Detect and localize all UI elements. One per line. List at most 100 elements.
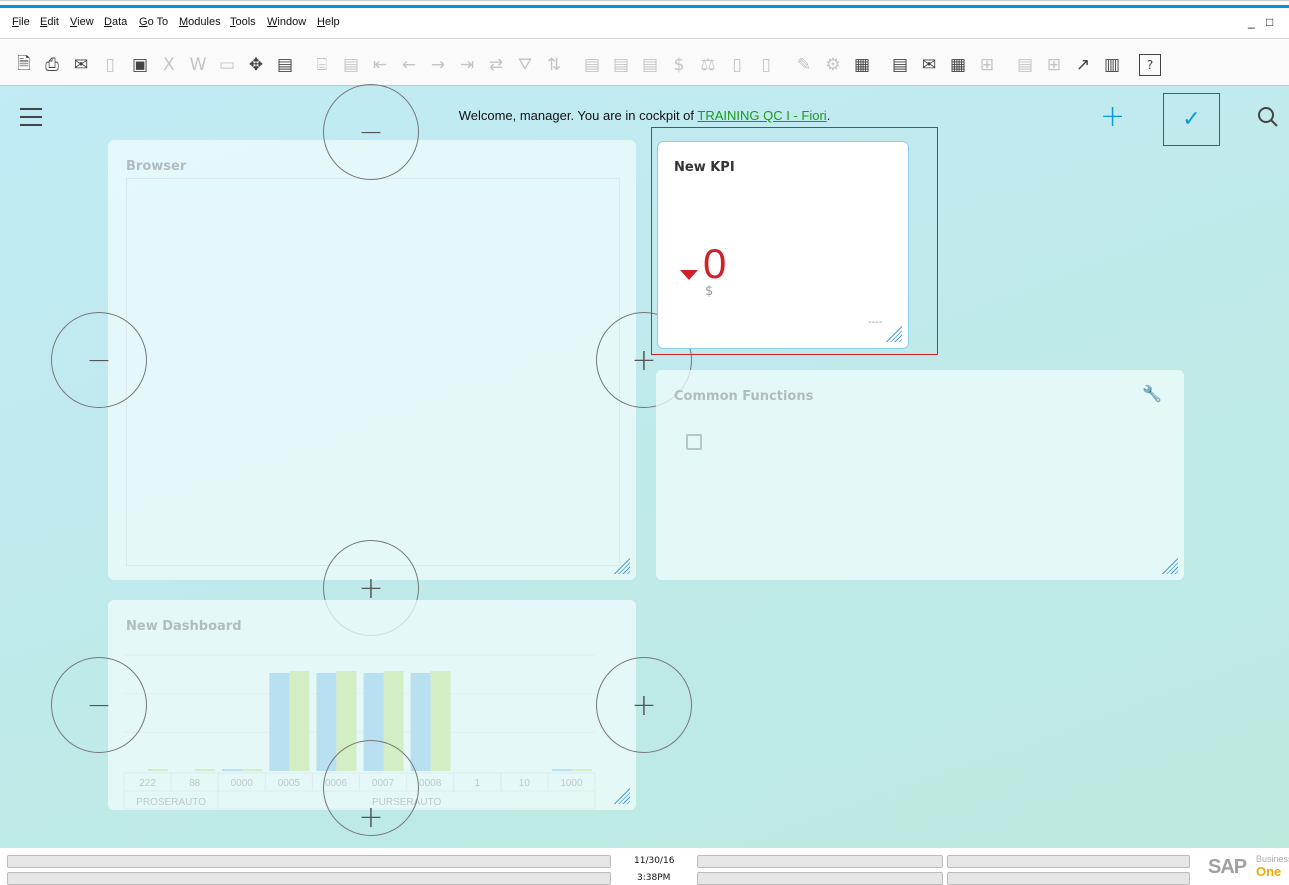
gross-profit-icon[interactable]: ▯ (732, 55, 742, 75)
status-bar: 11/30/16 3:38PM SAP Business One (0, 848, 1289, 885)
welcome-message: Welcome, manager. You are in cockpit of … (0, 108, 1289, 123)
browser-content (126, 178, 620, 566)
last-record-icon[interactable]: ⇥ (459, 55, 475, 75)
query-icon[interactable]: ▦ (853, 55, 871, 75)
status-field (7, 855, 611, 868)
bar (289, 671, 310, 771)
menu-view[interactable]: View (70, 16, 94, 28)
messages-icon[interactable]: ✉ (921, 55, 937, 75)
relationship-map-icon[interactable]: ⊞ (979, 55, 995, 75)
base-document-icon[interactable]: ▤ (583, 55, 601, 75)
menu-hamburger-icon[interactable] (20, 108, 42, 126)
shrink-up-button[interactable]: − (323, 84, 419, 180)
bar (316, 673, 337, 771)
x-tick-label: 88 (189, 778, 201, 789)
add-widget-icon[interactable]: + (1100, 99, 1126, 134)
move-icon[interactable]: ✥ (248, 55, 264, 75)
tile-title: Browser (126, 159, 187, 174)
minimize-button[interactable]: _ (1248, 15, 1255, 29)
transaction-journal-icon[interactable]: ▯ (761, 55, 771, 75)
first-record-icon[interactable]: ⇤ (372, 55, 388, 75)
status-field (947, 872, 1190, 885)
menu-edit[interactable]: Edit (40, 16, 59, 28)
search-icon[interactable] (1257, 106, 1279, 128)
menu-data[interactable]: Data (104, 16, 128, 28)
business-partner-icon[interactable] (686, 434, 702, 450)
x-tick-label: 1 (474, 778, 480, 789)
menu-bar: File Edit View Data Go To Modules Tools … (0, 9, 1289, 39)
tile-title: Common Functions (674, 389, 814, 404)
status-time: 3:38PM (637, 873, 671, 883)
resize-handle[interactable] (1160, 556, 1178, 574)
sap-logo-business: Business (1256, 854, 1289, 864)
kpi-tile[interactable]: New KPI 0 $ ---- (657, 141, 909, 349)
x-tick-label: 0000 (231, 778, 254, 789)
x-tick-label: 1000 (560, 778, 583, 789)
trend-icon[interactable]: ↗ (1075, 55, 1091, 75)
window-title-bar (0, 0, 1289, 8)
payment-icon[interactable]: ▤ (641, 55, 659, 75)
status-field (697, 872, 943, 885)
status-field (697, 855, 943, 868)
selected-tile-frame (651, 127, 938, 355)
common-functions-tile: Common Functions 🔧 (656, 370, 1184, 580)
fax-icon[interactable]: ▣ (131, 55, 149, 75)
previous-record-icon[interactable]: ← (401, 55, 417, 75)
x-tick-label: 222 (139, 778, 156, 789)
expand-down-button[interactable]: + (323, 740, 419, 836)
expand-right-button[interactable]: + (596, 657, 692, 753)
report-icon[interactable]: ▥ (1103, 55, 1121, 75)
x-tick-label: 10 (519, 778, 531, 789)
welcome-suffix: . (826, 108, 831, 123)
preview-icon[interactable]: 🗎 (17, 53, 31, 74)
menu-window[interactable]: Window (267, 16, 307, 28)
expand-right-button[interactable]: + (596, 312, 692, 408)
help-icon[interactable]: ? (1139, 54, 1161, 76)
bar (222, 769, 243, 771)
menu-help[interactable]: Help (317, 16, 340, 28)
wrench-icon[interactable]: 🔧 (1142, 384, 1162, 403)
edit-icon[interactable]: ✎ (796, 55, 812, 75)
pdf-icon[interactable]: ▭ (218, 55, 236, 75)
trend-down-icon (680, 270, 698, 280)
shrink-left-button[interactable]: − (51, 657, 147, 753)
settings-icon[interactable]: ⚙ (825, 55, 841, 75)
sort-icon[interactable]: ⇅ (546, 55, 562, 75)
x-tick-label: 0005 (278, 778, 301, 789)
tile-title: New KPI (674, 160, 735, 175)
print-icon[interactable]: ⎙ (45, 55, 59, 75)
menu-goto[interactable]: Go To (139, 16, 169, 28)
next-record-icon[interactable]: → (430, 55, 446, 75)
alerts-icon[interactable]: ▤ (891, 55, 909, 75)
email-icon[interactable]: ✉ (73, 55, 89, 75)
kpi-unit: $ (705, 284, 714, 299)
menu-file[interactable]: File (12, 16, 30, 28)
calendar-icon[interactable]: ▦ (949, 55, 967, 75)
done-button[interactable]: ✓ (1163, 93, 1220, 146)
kpi-value: 0 (703, 240, 727, 287)
form-lock-icon[interactable]: ▤ (276, 55, 294, 75)
resize-handle[interactable] (884, 324, 902, 342)
filter-icon[interactable]: ⛛ (517, 55, 533, 75)
shrink-left-button[interactable]: − (51, 312, 147, 408)
payment-means-icon[interactable]: $ (673, 55, 685, 75)
bar (571, 769, 592, 771)
sap-logo: SAP (1208, 856, 1247, 878)
menu-tools[interactable]: Tools (230, 16, 256, 28)
sms-icon[interactable]: ▯ (105, 55, 115, 75)
target-document-icon[interactable]: ▤ (612, 55, 630, 75)
excel-icon[interactable]: X (163, 55, 175, 75)
x-tick-label: 0008 (419, 778, 442, 789)
word-icon[interactable]: W (189, 55, 207, 75)
balance-icon[interactable]: ⚖ (700, 55, 716, 75)
add-icon[interactable]: ▤ (342, 55, 360, 75)
find-icon[interactable]: ⌸ (316, 55, 328, 75)
refresh-icon[interactable]: ⇄ (488, 55, 504, 75)
menu-modules[interactable]: Modules (179, 16, 221, 28)
cockpit-link[interactable]: TRAINING QC I - Fiori (697, 108, 827, 123)
dashboard-icon[interactable]: ▤ (1016, 55, 1034, 75)
sap-logo-one: One (1256, 864, 1282, 879)
status-field (947, 855, 1190, 868)
maximize-button[interactable]: □ (1266, 15, 1274, 29)
widgets-icon[interactable]: ⊞ (1046, 55, 1062, 75)
